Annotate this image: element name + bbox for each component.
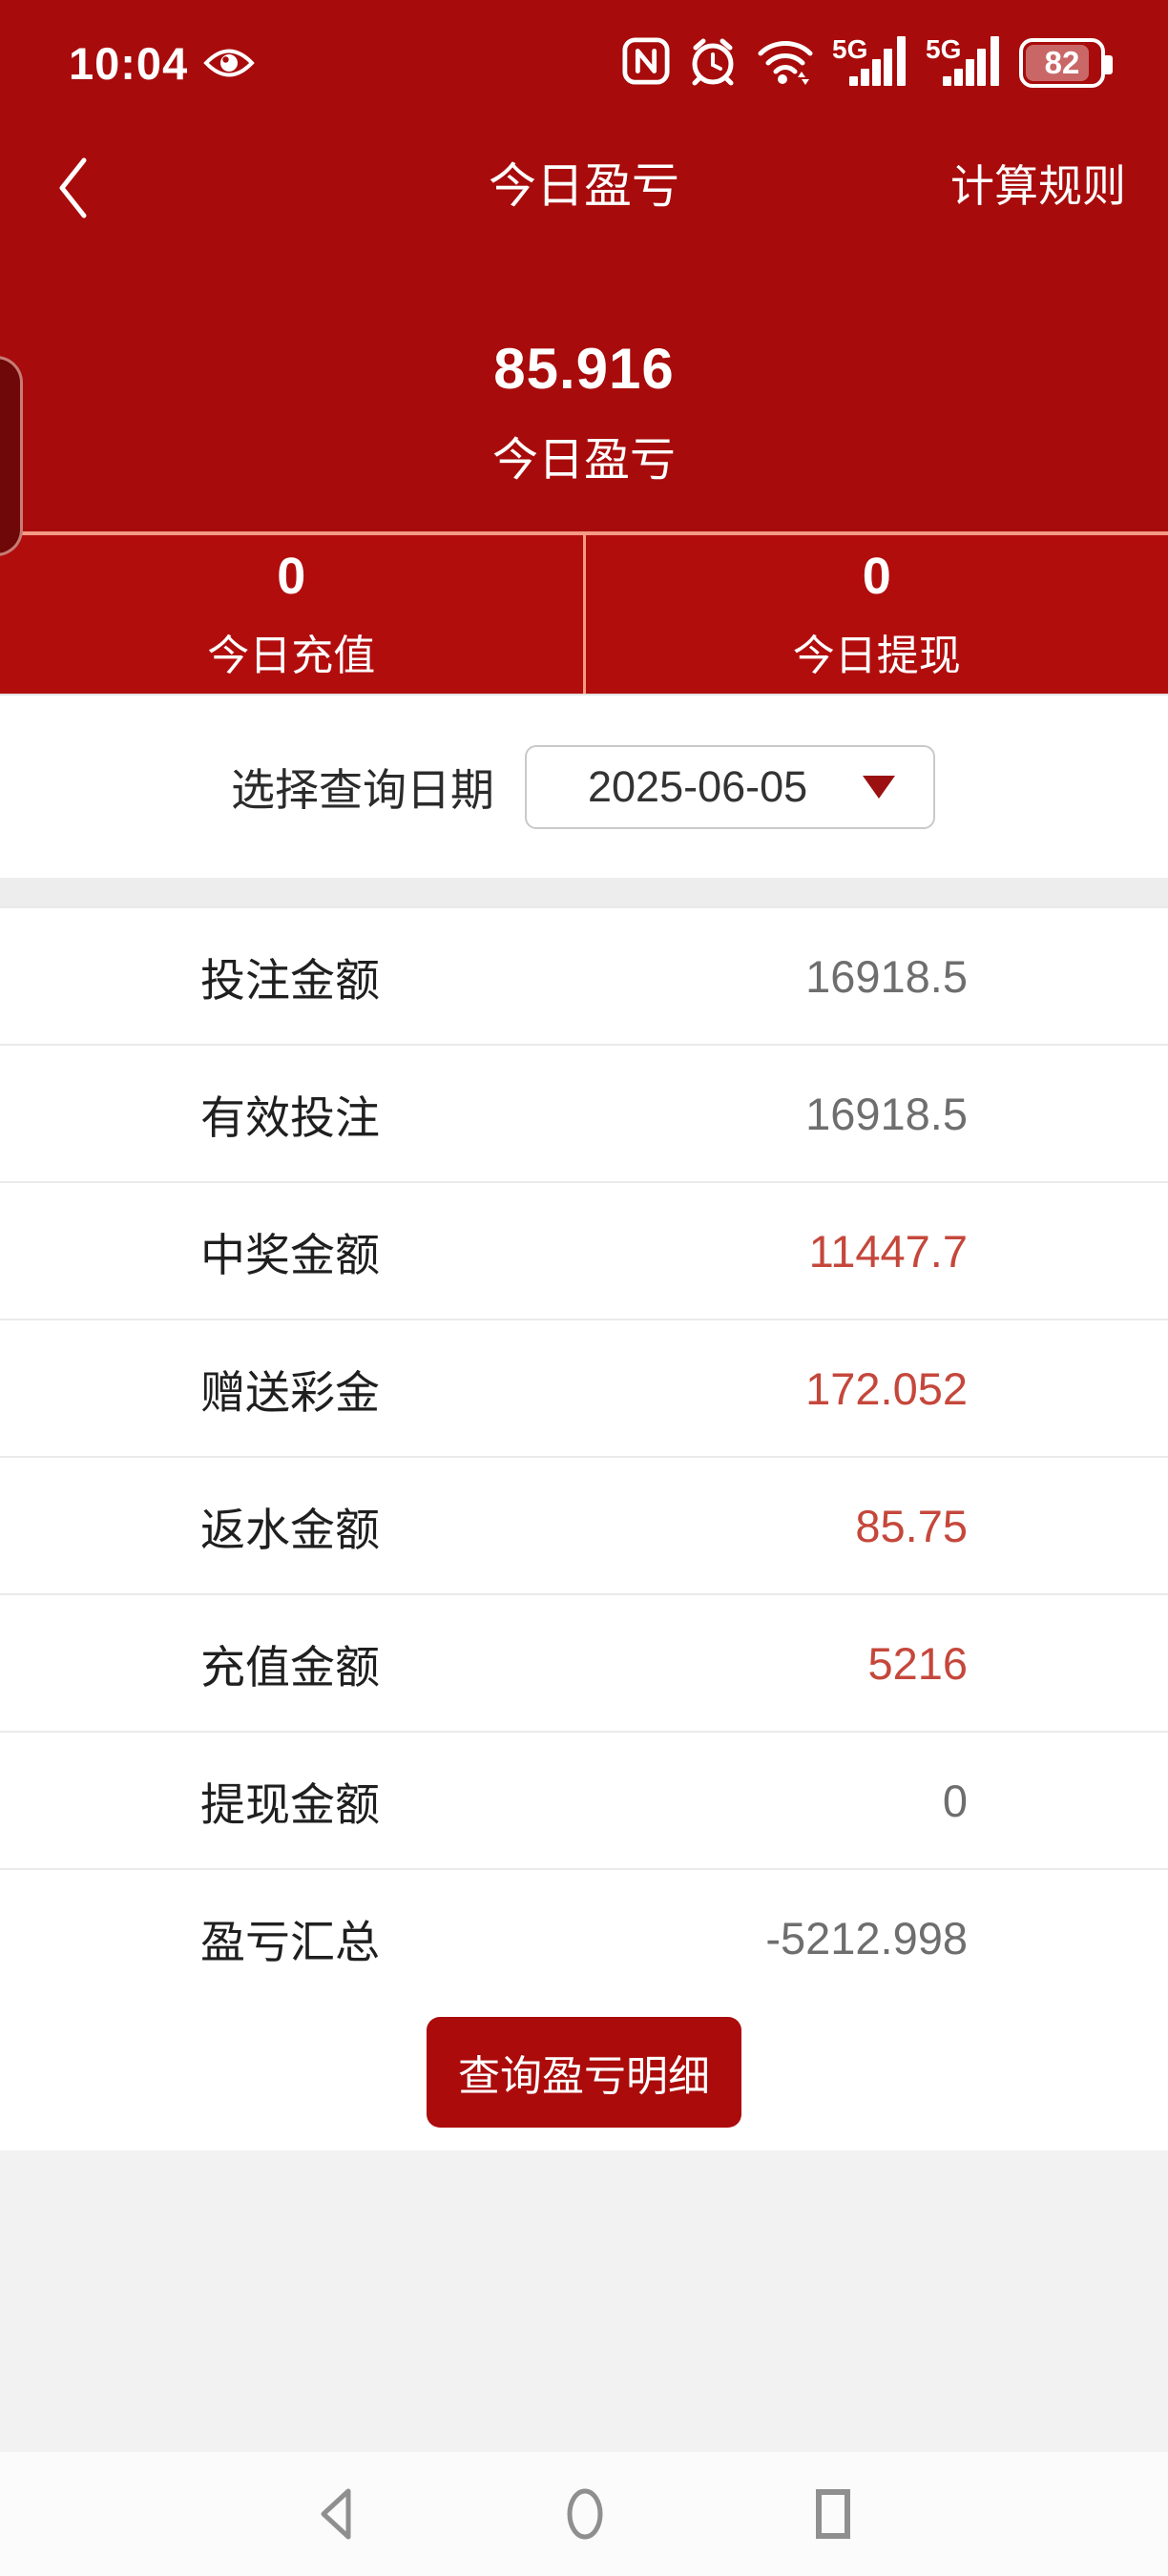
row-label: 中奖金额: [200, 1229, 380, 1280]
signal-5g-icon-1: 5G: [832, 34, 908, 93]
page-title: 今日盈亏: [489, 159, 679, 213]
status-icons: 5G 5G: [622, 34, 1113, 93]
empty-gray-area: [0, 2150, 1168, 2452]
row-label: 赠送彩金: [200, 1366, 380, 1418]
today-stats: 0 今日充值 0 今日提现: [0, 531, 1168, 694]
profit-summary: 85.916 今日盈亏: [0, 336, 1168, 488]
alarm-icon: [687, 35, 739, 92]
list-item: 充值金额 5216: [0, 1595, 1168, 1733]
nav-home-button[interactable]: [564, 2485, 606, 2543]
caret-down-icon: [863, 775, 895, 799]
date-dropdown[interactable]: 2025-06-05: [525, 744, 935, 829]
row-label: 返水金额: [200, 1504, 380, 1555]
profit-amount-label: 今日盈亏: [491, 435, 676, 486]
nav-home-circle-icon: [567, 2488, 603, 2540]
row-value: 85.75: [855, 1500, 968, 1551]
stats-list: 投注金额 16918.5 有效投注 16918.5 中奖金额 11447.7 赠…: [0, 906, 1168, 2007]
android-navigation-bar: [0, 2452, 1168, 2576]
row-label: 盈亏汇总: [200, 1916, 380, 1967]
section-divider: [0, 878, 1168, 906]
row-value: 5216: [867, 1637, 968, 1689]
battery-percent: 82: [1044, 45, 1080, 80]
query-profit-detail-button[interactable]: 查询盈亏明细: [427, 2017, 741, 2128]
battery-fill: [1026, 45, 1089, 81]
row-label: 有效投注: [200, 1091, 380, 1143]
row-label: 提现金额: [200, 1778, 380, 1830]
row-value: -5212.998: [765, 1912, 968, 1963]
date-picker-section: 选择查询日期 2025-06-05: [0, 694, 1168, 878]
today-withdraw-value: 0: [862, 548, 891, 605]
profit-amount: 85.916: [493, 337, 675, 401]
nfc-icon: [622, 36, 670, 90]
nav-recents-square-icon: [816, 2489, 850, 2539]
list-item: 中奖金额 11447.7: [0, 1183, 1168, 1320]
list-item: 投注金额 16918.5: [0, 908, 1168, 1046]
svg-text:5G: 5G: [832, 34, 867, 64]
back-button[interactable]: [53, 155, 95, 221]
list-item: 赠送彩金 172.052: [0, 1320, 1168, 1458]
wifi-icon: [756, 35, 815, 92]
status-bar: 10:04: [69, 32, 1113, 93]
profit-header-panel: 10:04: [0, 0, 1168, 694]
clock-time: 10:04: [69, 37, 189, 89]
nav-back-button[interactable]: [314, 2486, 358, 2542]
list-item: 盈亏汇总 -5212.998: [0, 1870, 1168, 2007]
nav-recents-button[interactable]: [812, 2485, 854, 2543]
row-value: 16918.5: [805, 1088, 968, 1139]
row-value: 172.052: [805, 1362, 968, 1414]
today-withdraw-stat: 0 今日提现: [582, 535, 1168, 694]
chevron-left-icon: [59, 157, 87, 218]
nav-back-triangle-icon: [321, 2488, 351, 2540]
row-label: 投注金额: [200, 954, 380, 1006]
floating-drawer-handle[interactable]: [0, 356, 23, 556]
row-value: 16918.5: [805, 950, 968, 1002]
svg-text:5G: 5G: [926, 34, 961, 64]
list-item: 返水金额 85.75: [0, 1458, 1168, 1595]
signal-5g-icon-2: 5G: [926, 34, 1002, 93]
battery-terminal: [1105, 55, 1113, 74]
calculation-rules-link[interactable]: 计算规则: [950, 161, 1126, 211]
row-value: 0: [942, 1775, 968, 1826]
button-area: 查询盈亏明细: [0, 1994, 1168, 2150]
today-recharge-value: 0: [277, 548, 306, 605]
date-dropdown-value: 2025-06-05: [588, 761, 808, 811]
battery-icon: 82: [1019, 38, 1113, 88]
app-header: 今日盈亏 计算规则: [0, 141, 1168, 231]
row-value: 11447.7: [808, 1225, 968, 1277]
today-recharge-label: 今日充值: [207, 633, 376, 679]
row-label: 充值金额: [200, 1641, 380, 1693]
list-item: 有效投注 16918.5: [0, 1046, 1168, 1183]
list-item: 提现金额 0: [0, 1733, 1168, 1870]
today-withdraw-label: 今日提现: [792, 633, 961, 679]
today-recharge-stat: 0 今日充值: [0, 535, 583, 694]
eye-icon: [203, 44, 255, 82]
date-picker-label: 选择查询日期: [231, 764, 494, 815]
